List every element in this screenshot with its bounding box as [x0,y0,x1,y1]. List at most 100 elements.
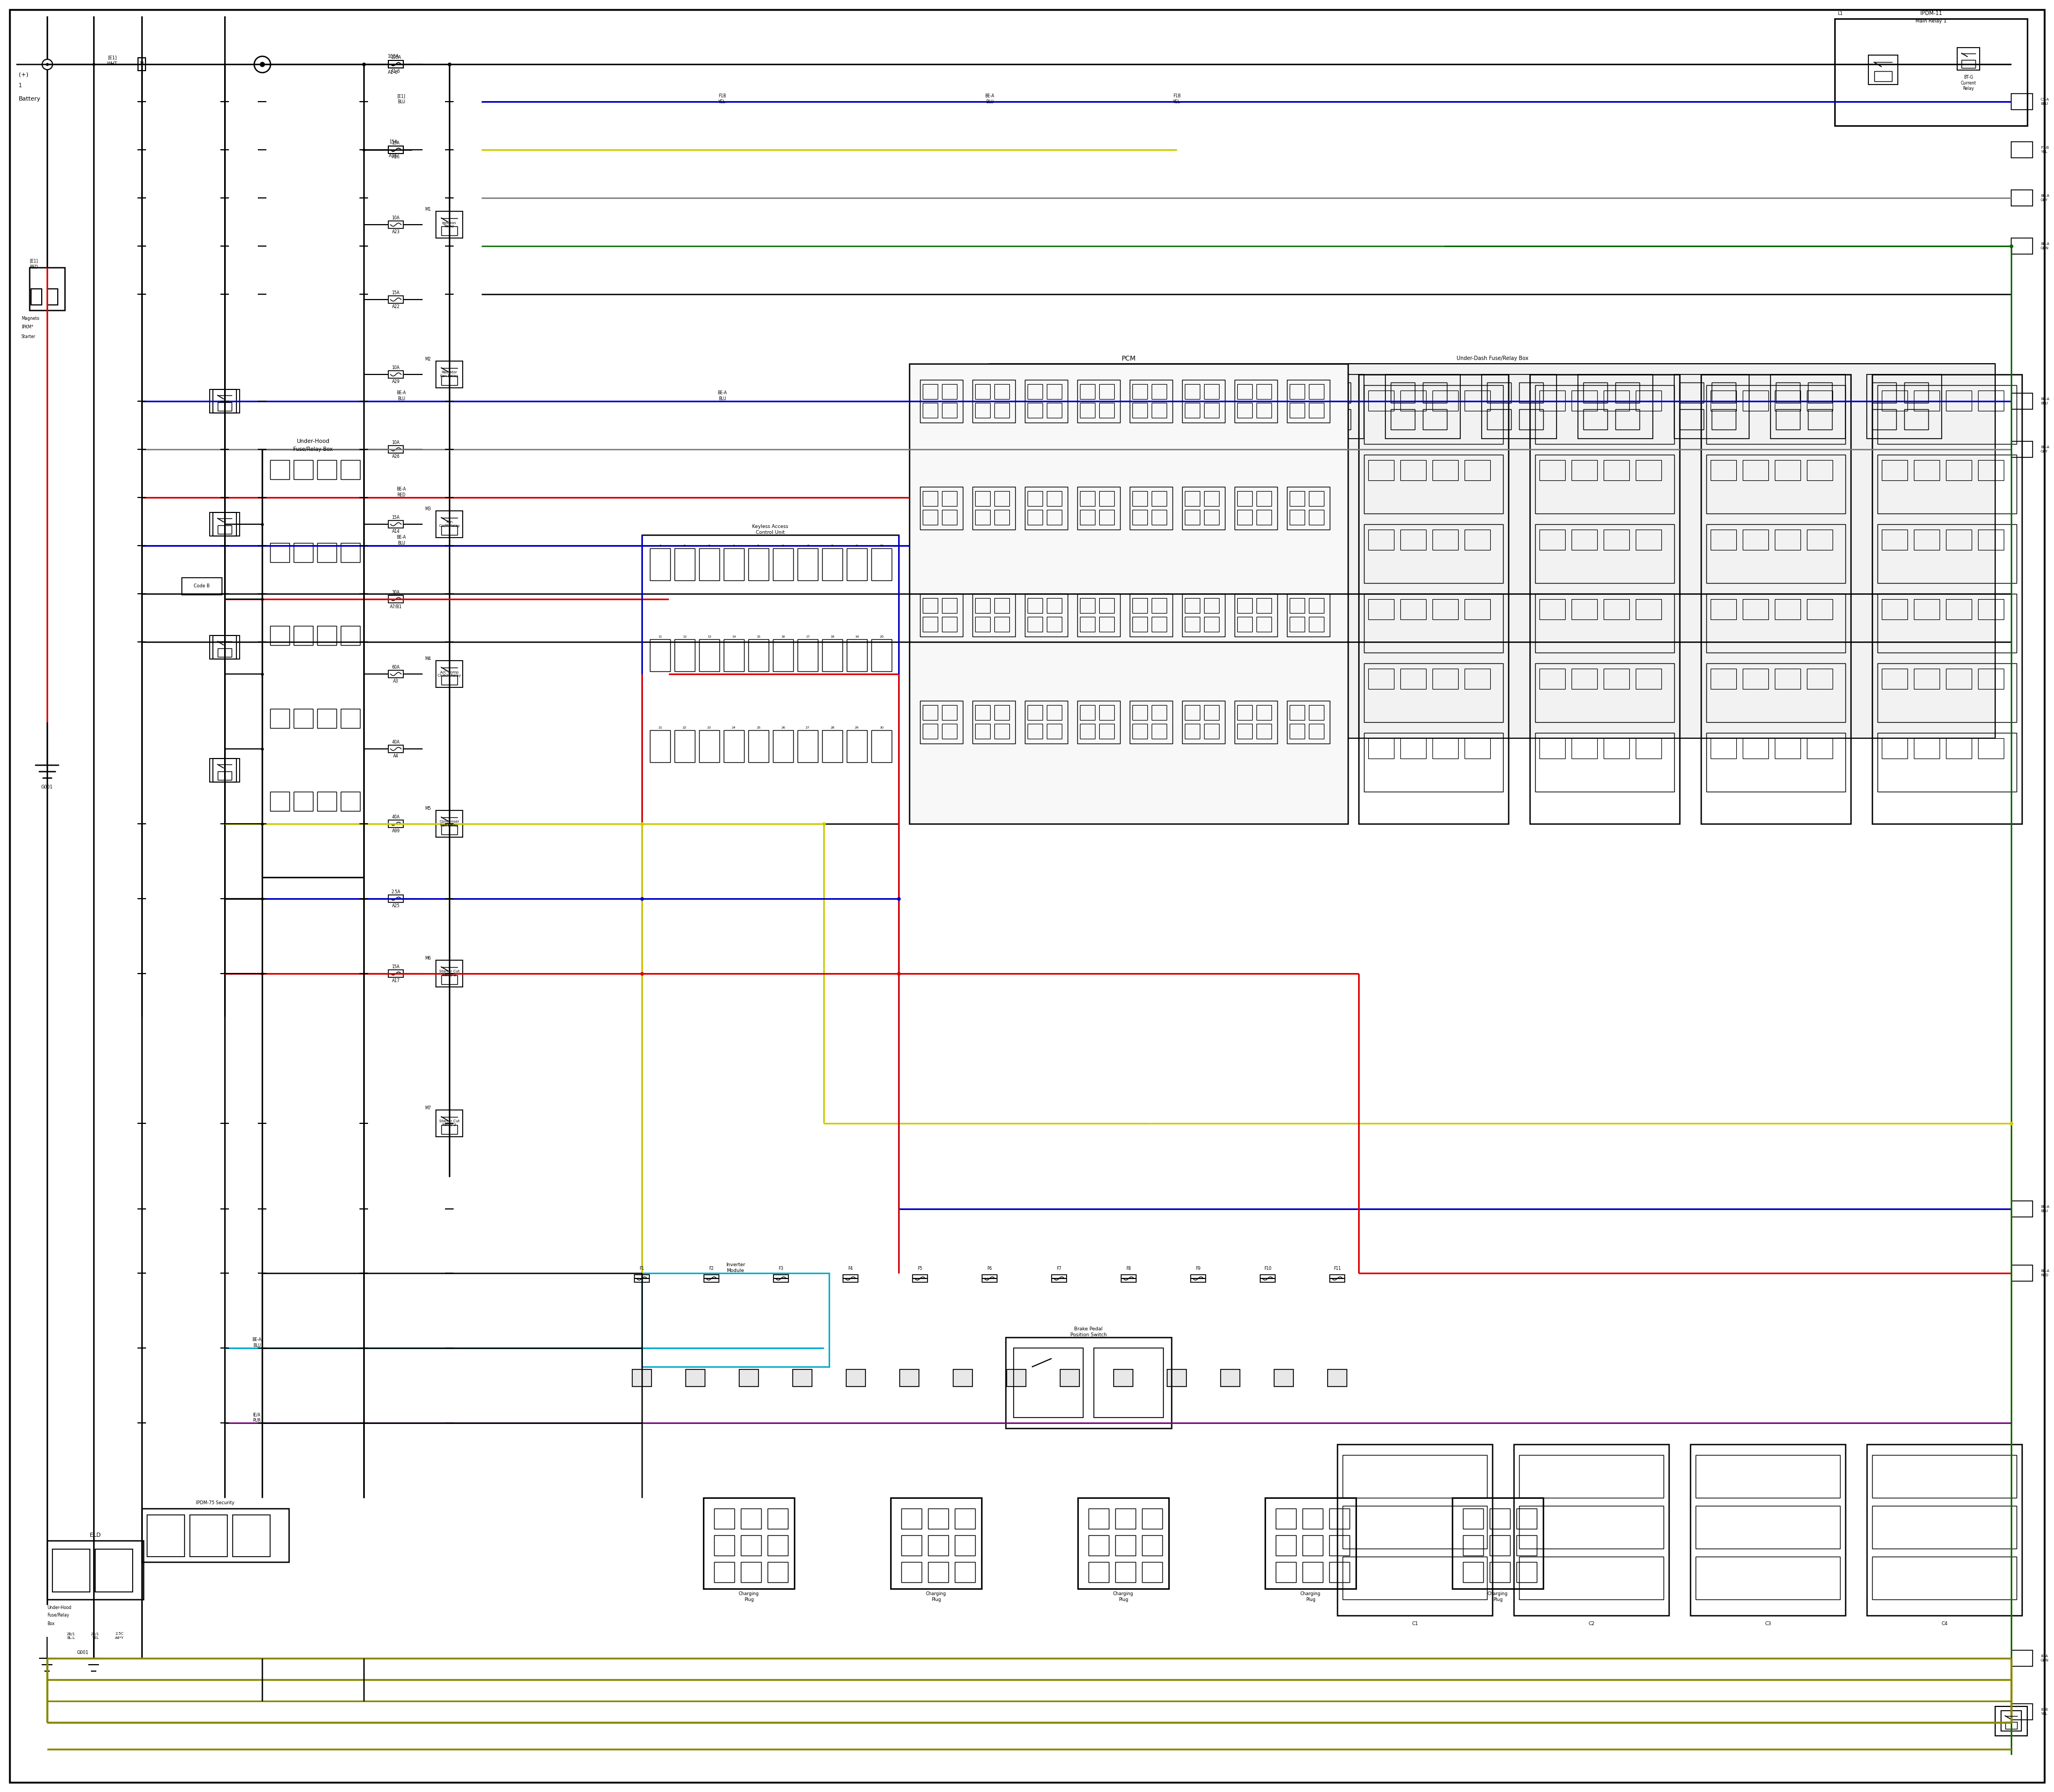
Bar [698,640,719,672]
Text: BE-A
BLU: BE-A BLU [2040,398,2050,405]
Bar [271,543,290,563]
Bar [442,376,458,385]
Text: A1-6: A1-6 [388,70,398,75]
Text: Starter Cut
Relay 2: Starter Cut Relay 2 [440,1120,460,1127]
Bar [715,1509,735,1529]
Bar [1089,1563,1109,1582]
Text: A7/B1: A7/B1 [390,604,403,609]
Bar [2011,1704,2033,1720]
Bar [232,1514,271,1557]
Bar [1635,391,1662,410]
Bar [1978,391,2005,410]
Bar [1060,1369,1080,1387]
Bar [1257,491,1271,505]
Bar [1080,383,1095,400]
Bar [976,616,990,633]
Bar [1130,593,1173,636]
Bar [1465,599,1491,620]
Bar [994,383,1009,400]
Bar [1742,461,1768,480]
Bar [1871,1557,2017,1600]
Bar [1076,380,1119,423]
Bar [1534,455,1674,514]
Bar [189,1514,228,1557]
Text: Starter: Starter [21,335,35,339]
Bar [1520,382,1543,403]
Bar [1237,491,1253,505]
Bar [674,640,694,672]
Bar [1130,380,1173,423]
Bar [214,636,236,659]
Bar [1099,724,1113,738]
Text: 15A: 15A [392,142,401,145]
Bar [1368,738,1395,758]
Bar [741,1563,762,1582]
Bar [1237,383,1253,400]
Text: 18: 18 [830,634,834,638]
Text: 21: 21 [657,726,661,729]
Text: 1: 1 [140,70,144,73]
Bar [976,491,990,505]
Bar [797,640,817,672]
Bar [1134,382,1158,403]
Bar [2011,392,2033,409]
Bar [1329,1509,1349,1529]
Text: 40A: 40A [392,815,401,819]
Bar [972,487,1015,530]
Bar [1604,599,1629,620]
Bar [1914,738,1939,758]
Bar [341,792,359,812]
Bar [994,616,1009,633]
Bar [1080,704,1095,720]
Text: 2.5A: 2.5A [390,891,401,894]
Bar [1132,509,1148,525]
Bar [698,548,719,581]
Text: 2B/1
BL-L: 2B/1 BL-L [68,1633,76,1640]
Bar [210,636,240,659]
Text: Radiator
Fan Relay: Radiator Fan Relay [440,371,458,378]
Text: Charging
Plug: Charging Plug [1300,1591,1321,1602]
Bar [1978,599,2005,620]
Text: Code B: Code B [193,584,210,590]
Bar [1808,599,1832,620]
Bar [846,1369,865,1387]
Bar [928,1509,949,1529]
Bar [388,595,403,602]
Text: C1: C1 [1411,1622,1417,1625]
Bar [1742,391,1768,410]
Text: BE-A
GRY: BE-A GRY [2040,446,2050,453]
Bar [1914,668,1939,688]
Bar [1152,724,1167,738]
Bar [1707,663,1844,722]
Text: Charging
Plug: Charging Plug [1113,1591,1134,1602]
Bar [1099,491,1113,505]
Bar [920,487,963,530]
Bar [294,792,312,812]
Bar [1095,1348,1163,1417]
Bar [1571,668,1598,688]
Bar [142,1509,290,1563]
Bar [1775,530,1801,550]
Bar [1538,599,1565,620]
Text: Main Relay 1: Main Relay 1 [1916,20,1947,23]
Bar [218,525,232,534]
Bar [1368,530,1395,550]
Bar [1273,1369,1294,1387]
Bar [1614,382,1639,403]
Bar [1025,701,1068,744]
Bar [1978,738,2005,758]
Bar [1945,668,1972,688]
Bar [1945,738,1972,758]
Text: F6: F6 [988,1267,992,1271]
Bar [1775,599,1801,620]
Text: 17: 17 [805,634,809,638]
Bar [1152,491,1167,505]
Text: 15A: 15A [392,290,401,296]
Bar [748,729,768,762]
Bar [943,599,957,613]
Bar [1534,385,1674,444]
Bar [953,1369,972,1387]
Text: Fuse/Relay: Fuse/Relay [47,1613,70,1618]
Bar [1707,385,1844,444]
Text: T1: T1 [140,61,144,66]
